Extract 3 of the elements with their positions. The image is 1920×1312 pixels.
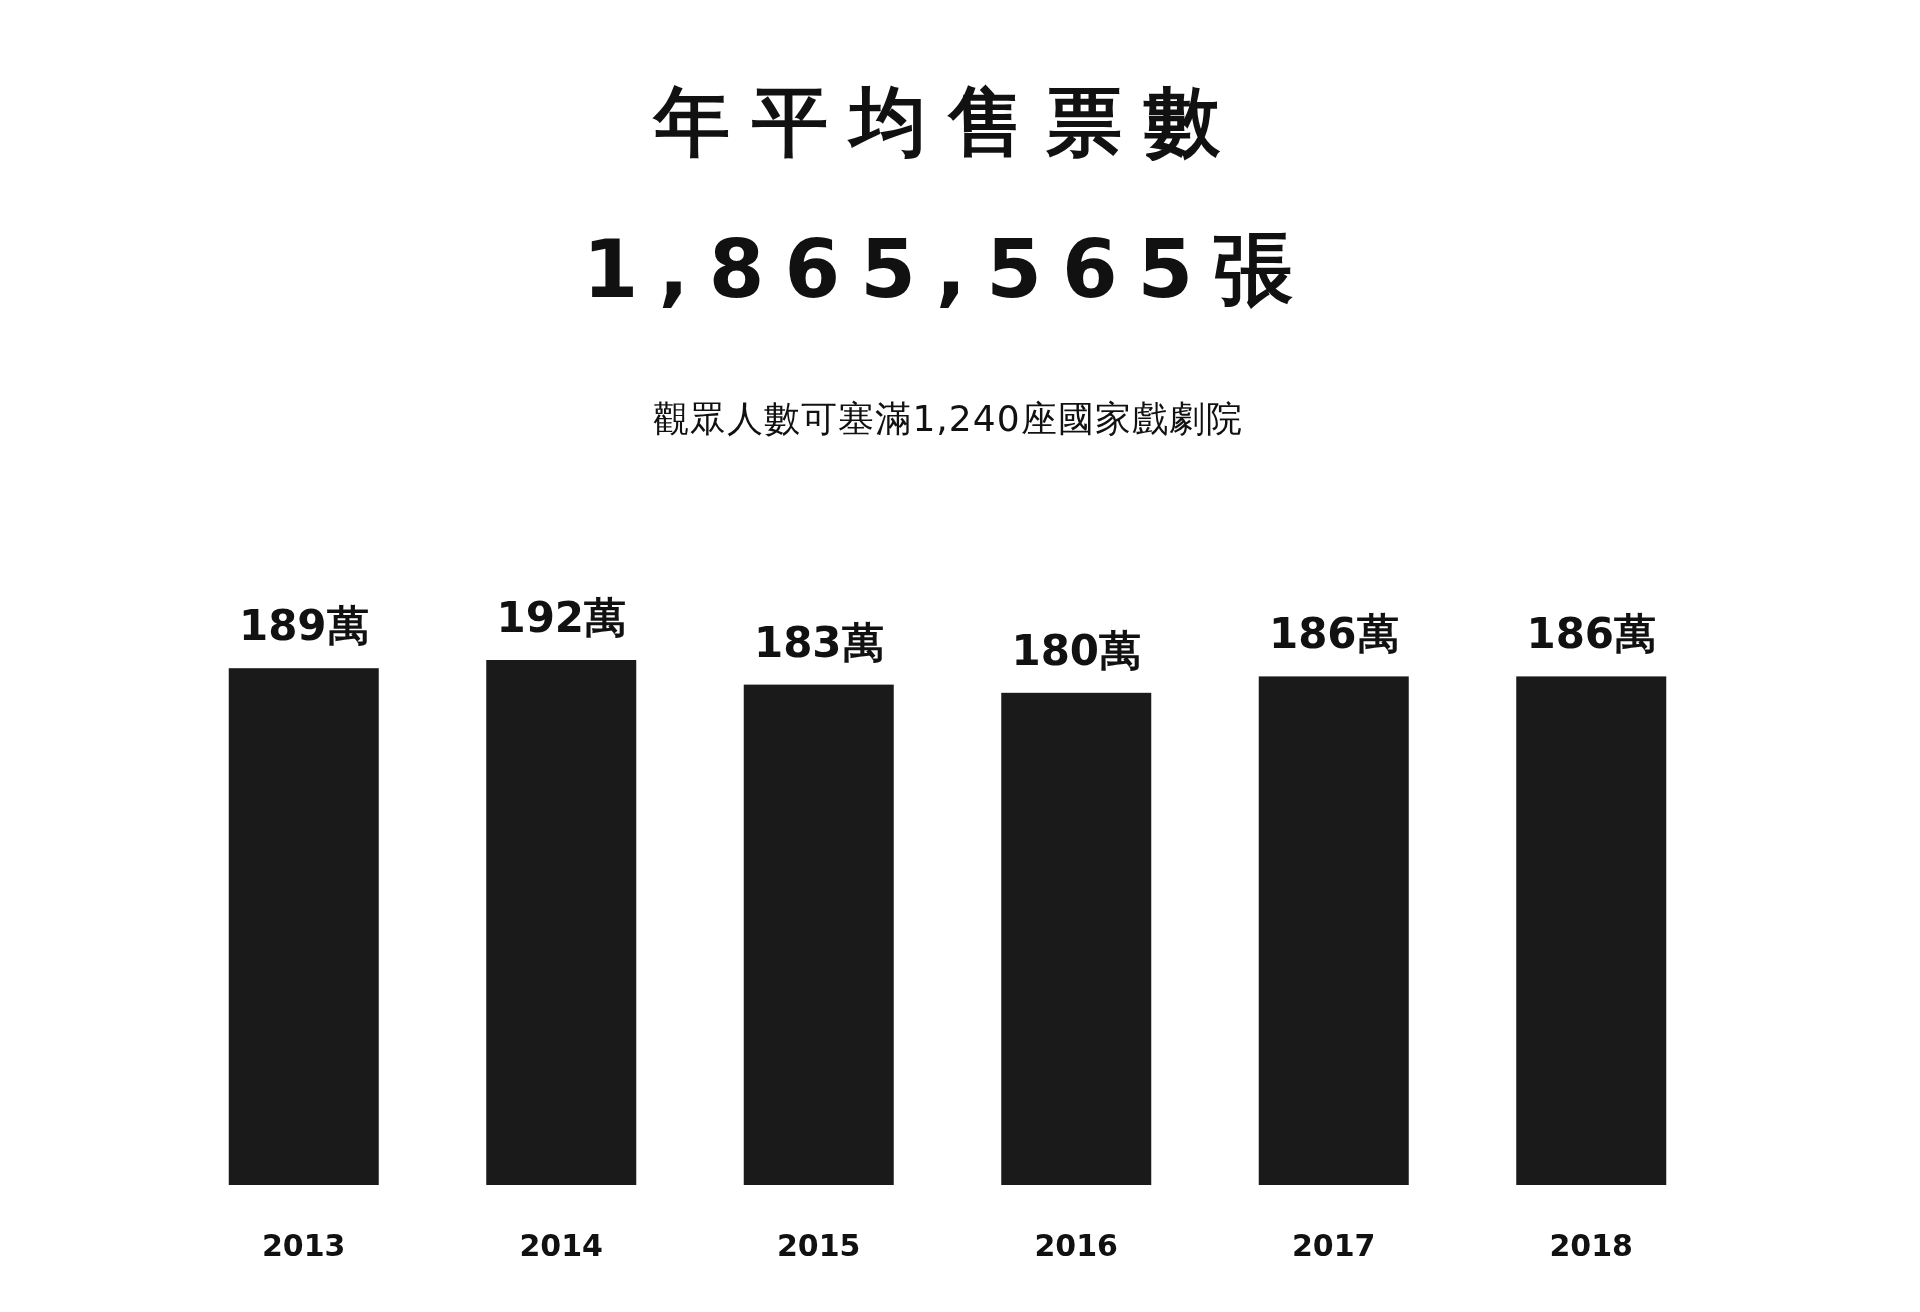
title: 年平均售票數: [654, 77, 1242, 166]
subtitle: 1,865,565張: [582, 223, 1314, 316]
annotation: 觀眾人數可塞滿1,240座國家戲劇院: [653, 398, 1243, 439]
